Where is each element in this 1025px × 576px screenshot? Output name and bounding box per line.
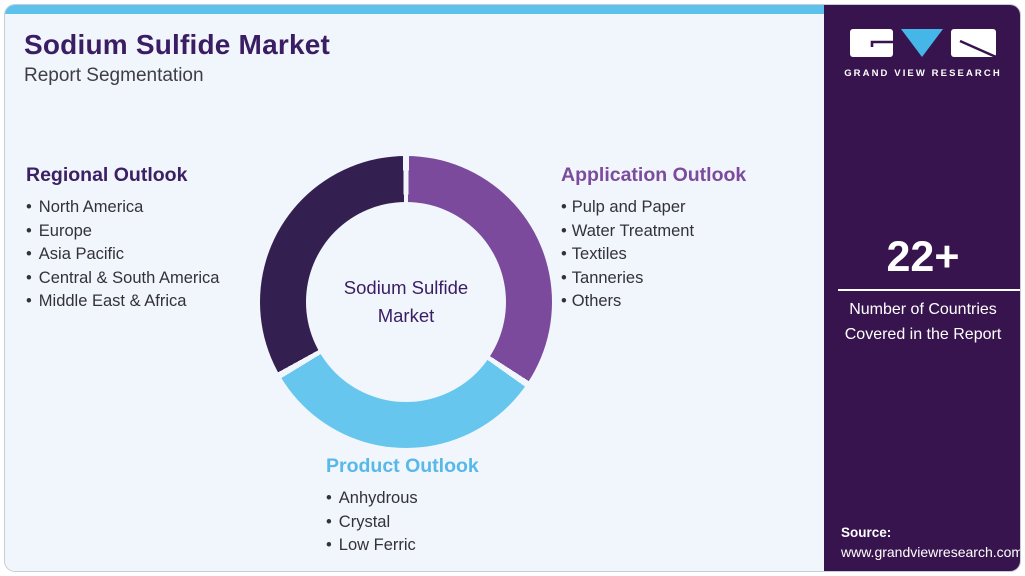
product-outlook-list: AnhydrousCrystalLow Ferric — [326, 487, 479, 558]
donut-center-label: Sodium Sulfide Market — [343, 277, 469, 326]
list-item: Pulp and Paper — [561, 196, 746, 220]
brand-logo: GRAND VIEW RESEARCH — [824, 29, 1020, 79]
application-outlook-heading: Application Outlook — [561, 164, 747, 186]
source-block: Source: www.grandviewresearch.com — [841, 525, 1021, 560]
list-item: Asia Pacific — [26, 243, 219, 267]
page-title: Sodium Sulfide Market — [24, 29, 331, 60]
list-item: North America — [26, 196, 219, 220]
list-item: Others — [561, 290, 746, 314]
header: Sodium Sulfide Market Report Segmentatio… — [24, 29, 330, 87]
list-item: Crystal — [326, 511, 479, 535]
application-outlook-section: Application Outlook Pulp and PaperWater … — [561, 164, 746, 314]
page-subtitle: Report Segmentation — [24, 65, 204, 87]
donut-chart: Sodium Sulfide Market — [260, 156, 552, 448]
regional-outlook-section: Regional Outlook North AmericaEuropeAsia… — [26, 164, 219, 314]
list-item: Water Treatment — [561, 220, 746, 244]
sidebar: GRAND VIEW RESEARCH 22+ Number of Countr… — [824, 5, 1021, 571]
donut-center: Sodium Sulfide Market — [306, 202, 506, 402]
list-item: Europe — [26, 220, 219, 244]
top-accent-bar — [5, 5, 824, 14]
list-item: Textiles — [561, 243, 746, 267]
report-card: Sodium Sulfide Market Report Segmentatio… — [4, 4, 1021, 572]
list-item: Low Ferric — [326, 534, 479, 558]
list-item: Tanneries — [561, 267, 746, 291]
brand-wordmark: GRAND VIEW RESEARCH — [844, 68, 1002, 79]
regional-outlook-heading: Regional Outlook — [26, 164, 188, 186]
stat-value: 22+ — [886, 233, 960, 281]
source-label: Source: — [841, 525, 892, 540]
stat-divider — [838, 289, 1020, 292]
countries-stat: 22+ Number of Countries Covered in the R… — [824, 233, 1020, 347]
stat-caption: Number of Countries Covered in the Repor… — [844, 301, 1002, 343]
regional-outlook-list: North AmericaEuropeAsia PacificCentral &… — [26, 196, 220, 314]
product-outlook-heading: Product Outlook — [326, 455, 479, 477]
gvr-logo-icon — [850, 29, 996, 58]
source-url: www.grandviewresearch.com — [841, 544, 1021, 560]
list-item: Anhydrous — [326, 487, 479, 511]
application-outlook-list: Pulp and PaperWater TreatmentTextilesTan… — [561, 196, 746, 314]
list-item: Central & South America — [26, 267, 220, 291]
list-item: Middle East & Africa — [26, 290, 219, 314]
product-outlook-section: Product Outlook AnhydrousCrystalLow Ferr… — [326, 455, 479, 558]
